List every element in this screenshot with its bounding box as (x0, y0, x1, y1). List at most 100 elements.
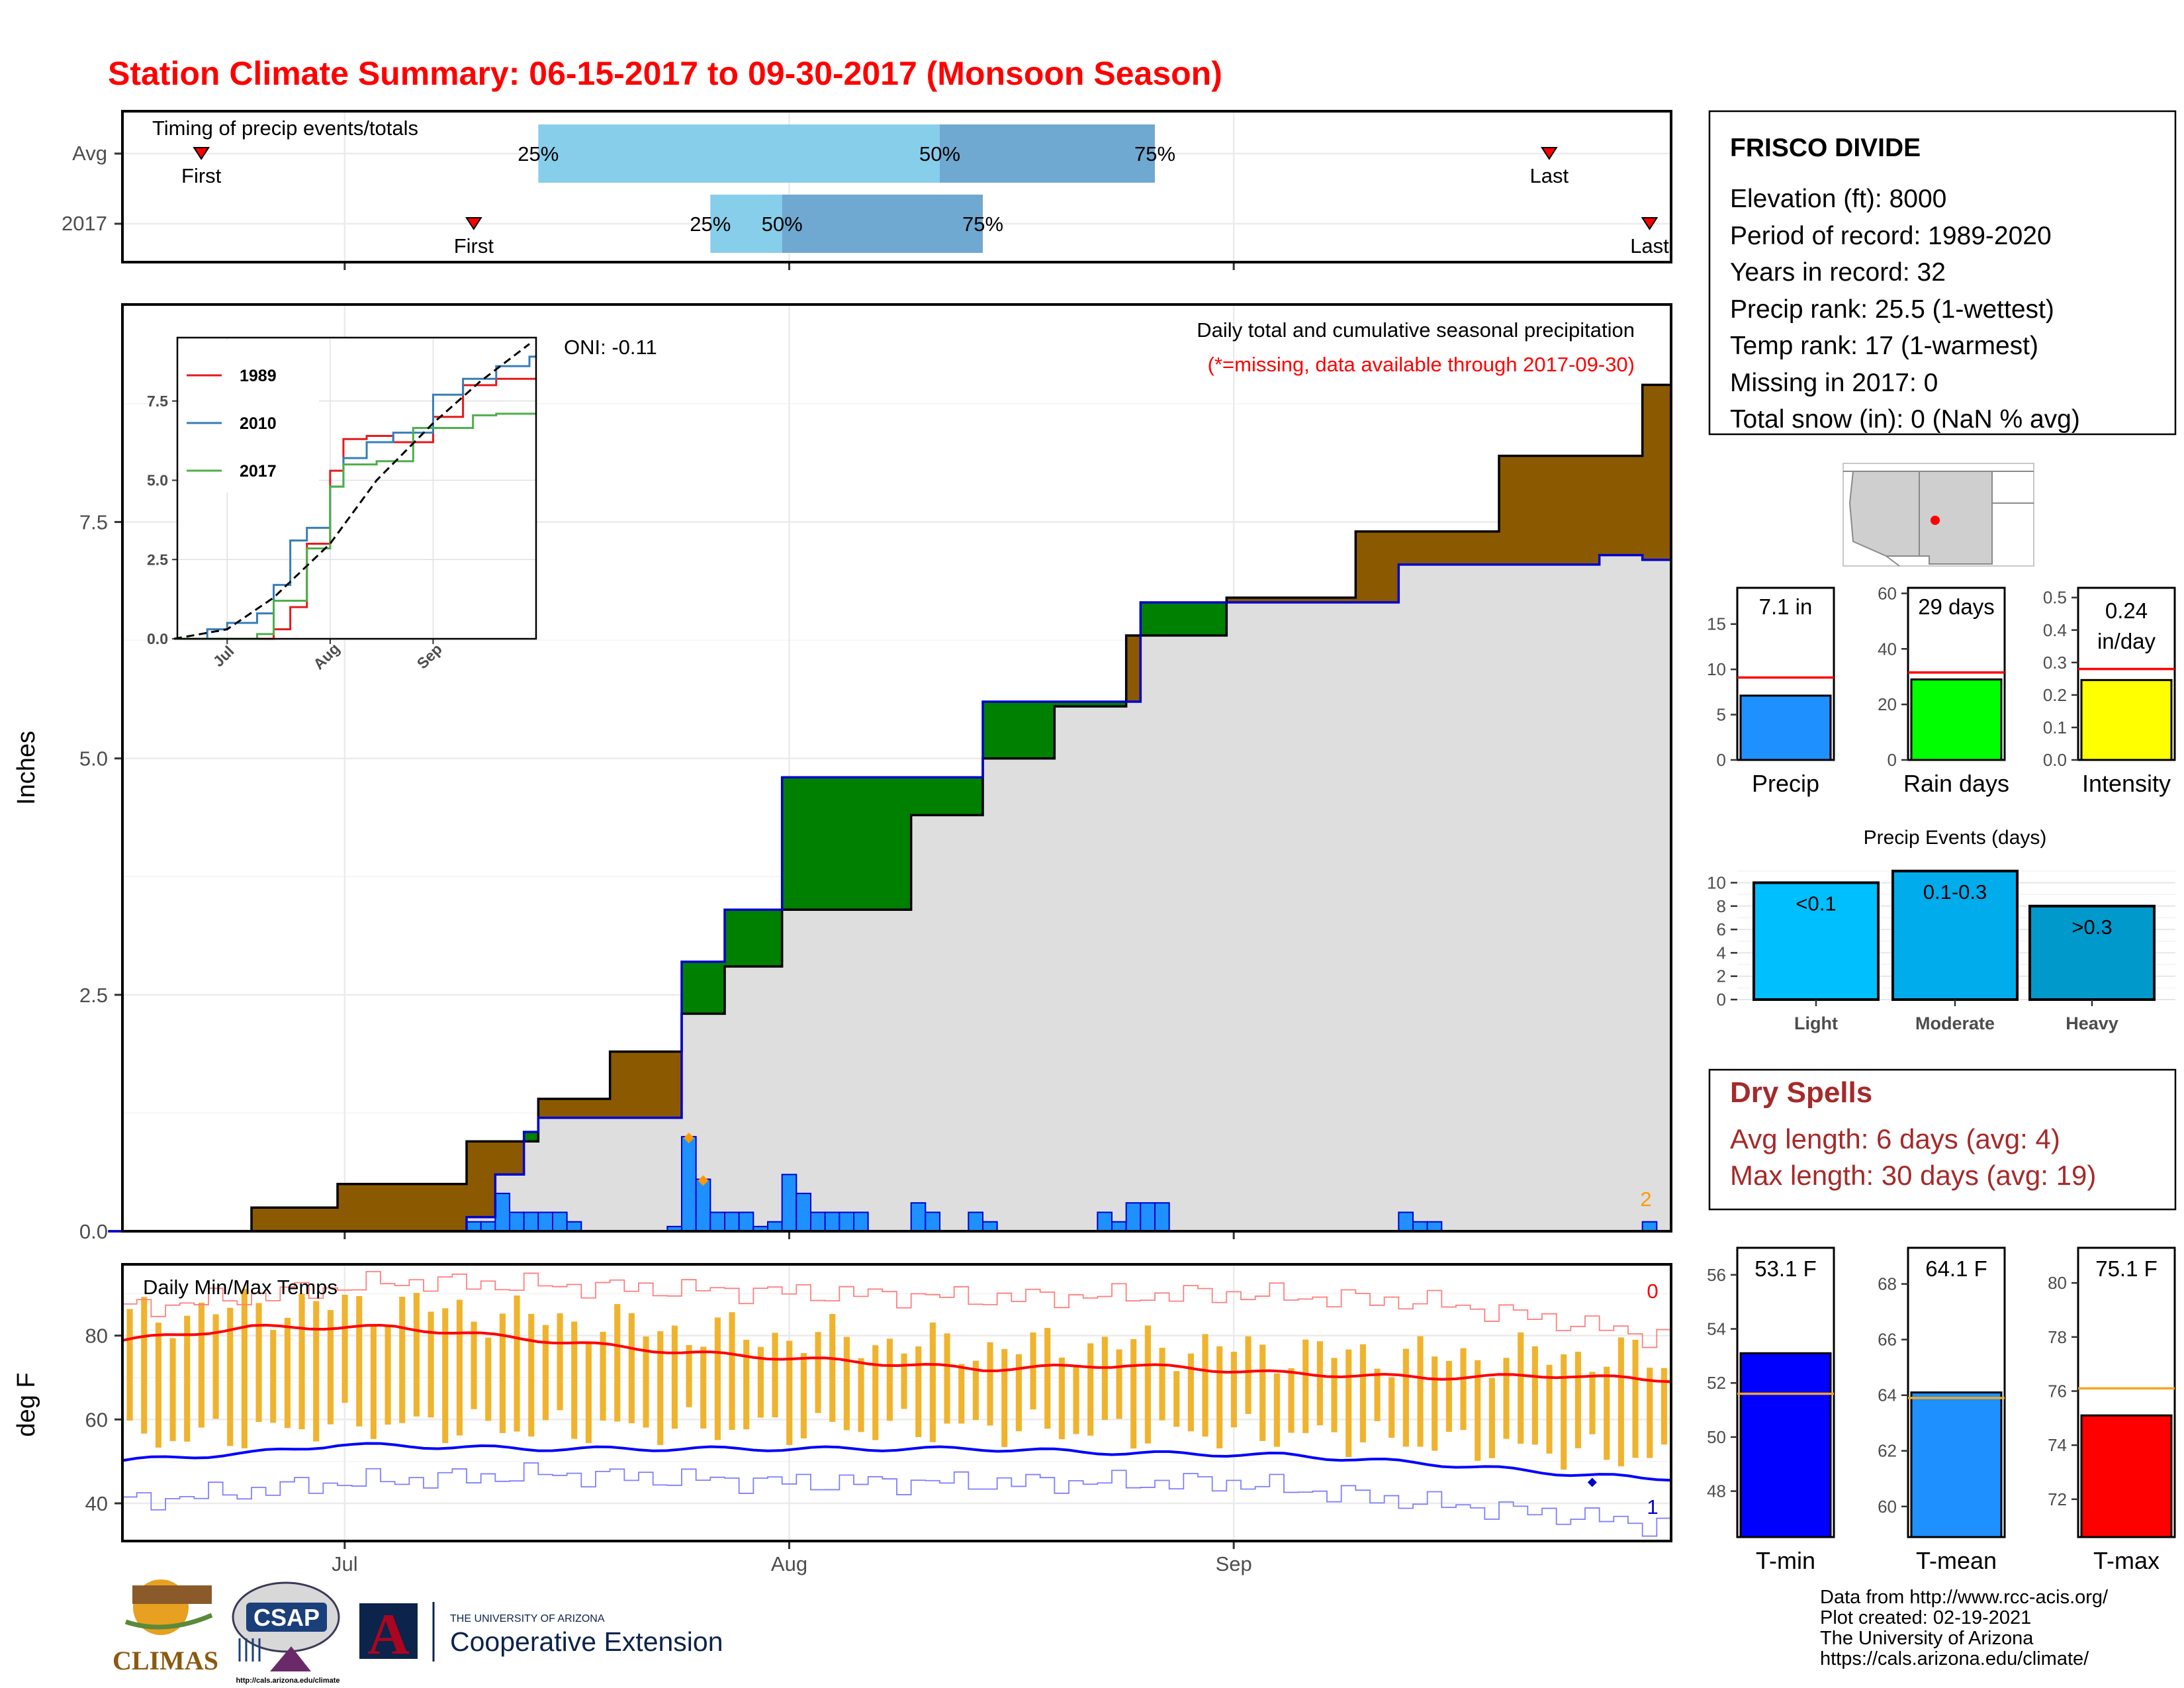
temp-summary-ytick-label: 74 (2048, 1435, 2067, 1455)
state-outline-arizona (1848, 471, 1920, 557)
daily-temp-range-bar (1015, 1354, 1022, 1432)
timing-label-last-2017: Last (1630, 234, 1669, 258)
timing-marker-first-2017 (465, 217, 482, 230)
daily-temp-range-bar (370, 1324, 377, 1439)
daily-temp-range-bar (944, 1333, 950, 1424)
precip-events-title: Precip Events (days) (1864, 827, 2047, 849)
summary-ytick-label: 20 (1878, 694, 1897, 714)
station-info-box: FRISCO DIVIDE Elevation (ft): 8000 Perio… (1708, 110, 2177, 436)
temp-summary-ytick-label: 50 (1707, 1427, 1726, 1447)
timing-label-25-2017: 25% (690, 212, 731, 236)
daily-precip-bar-08-02 (796, 1192, 812, 1233)
timing-label-first-2017: First (454, 234, 494, 258)
timing-panel-border (121, 110, 1672, 263)
daily-precip-bar-08-05 (839, 1211, 855, 1233)
daily-precip-bar-07-12 (494, 1192, 510, 1233)
daily-precip-bar-08-15 (982, 1221, 998, 1232)
daily-temp-range-bar (270, 1330, 277, 1423)
footer-line-plot-created: Plot created: 02-19-2021 (1820, 1607, 2031, 1628)
daily-temp-range-bar (1044, 1327, 1051, 1429)
month-axis: Jul Aug Sep (332, 1552, 1252, 1575)
temp-summary-ytick-label: 68 (1878, 1274, 1897, 1294)
temp-panel-title: Daily Min/Max Temps (143, 1276, 338, 1299)
daily-temp-range-bar (1589, 1372, 1596, 1434)
summary-bar-intensity (2080, 679, 2173, 761)
daily-temp-range-bar (169, 1338, 176, 1441)
daily-temp-range-bar (1617, 1337, 1624, 1467)
summary-ytick-label: 60 (1878, 583, 1897, 603)
month-axis-label-jul: Jul (332, 1552, 358, 1575)
daily-precip-bar-08-11 (925, 1211, 941, 1233)
precip-panel: 0.0 2.5 5.0 7.5 Daily total and cumulative … (13, 303, 1672, 1243)
summary-ytick-label: 0 (1888, 750, 1897, 770)
daily-precip-bar-07-13 (509, 1211, 525, 1233)
summary-bar-charts: 0 5 10 15 7.1 in Precip 0 20 40 60 29 days Rain day… (1707, 583, 2176, 797)
precip-ytick-label-2: 5.0 (79, 747, 108, 771)
timing-marks: 25% 50% 75% First Last 25% 50% 75% First Last (181, 124, 1669, 258)
station-line-years: Years in record: 32 (1730, 258, 1946, 287)
daily-temp-range-bar (1316, 1341, 1323, 1426)
summary-ytick-label: 40 (1878, 639, 1897, 659)
daily-temp-range-bar (614, 1303, 621, 1422)
daily-temp-range-bar (829, 1313, 836, 1422)
daily-temp-range-bar (313, 1301, 320, 1442)
temp-panel: 40 60 80 Daily Min/Max Temps 0 1 deg F (13, 1263, 1672, 1549)
daily-precip-bar-08-26 (1140, 1202, 1156, 1232)
daily-temp-range-bar (1417, 1336, 1424, 1447)
daily-temp-range-bar (1130, 1338, 1137, 1449)
precip-panel-header: Daily total and cumulative seasonal prec… (1197, 318, 1635, 342)
daily-temp-range-bar (886, 1338, 893, 1421)
deficit-band (1599, 455, 1643, 555)
daily-precip-bar-08-25 (1125, 1202, 1142, 1232)
footer-line-data-source: Data from http://www.rcc-acis.org/ (1820, 1587, 2109, 1608)
daily-temp-range-bar (528, 1313, 535, 1437)
daily-temp-range-bar (1503, 1358, 1510, 1439)
daily-precip-bar-07-10 (466, 1221, 482, 1232)
precip-y-axis-label: Inches (13, 731, 40, 805)
daily-temp-range-bar (657, 1331, 664, 1445)
summary-ytick-label: 10 (1707, 659, 1726, 679)
timing-label-75-Avg: 75% (1134, 142, 1175, 165)
timing-label-50-2017: 50% (762, 212, 803, 236)
temp-summary-bar-t-min (1739, 1352, 1832, 1538)
record-max-line (122, 1271, 1672, 1348)
dry-spells-border (1708, 1068, 2177, 1211)
ua-cooperative-extension-logo: A THE UNIVERSITY OF ARIZONA Cooperative … (359, 1602, 723, 1667)
daily-temp-range-bar (972, 1360, 979, 1421)
daily-precip-bar-07-29 (738, 1211, 754, 1233)
daily-temp-range-bar (485, 1337, 492, 1421)
daily-temp-range-bar (255, 1303, 262, 1423)
inset-legend-1989: 1989 (240, 367, 277, 385)
climas-swoosh-icon (124, 1613, 213, 1630)
temp-panel-border (121, 1263, 1672, 1542)
summary-value-label-rain-days: 29 days (1918, 594, 1995, 619)
daily-precip-bar-07-28 (724, 1211, 740, 1233)
summary-ytick-label: 0.2 (2043, 685, 2067, 705)
daily-temp-range-bar (686, 1345, 692, 1407)
precip-ytick-label-3: 7.5 (79, 511, 108, 534)
daily-temp-range-bar (843, 1336, 850, 1430)
precip-panel-subheader: (*=missing, data available through 2017-… (1208, 353, 1635, 376)
timing-label-first-Avg: First (181, 164, 222, 187)
inset-line-2017 (173, 412, 536, 640)
timing-label-last-Avg: Last (1530, 164, 1569, 187)
daily-temp-range-bar (385, 1326, 391, 1425)
temp-summary-ytick-label: 60 (1878, 1497, 1897, 1517)
daily-temp-range-bar (757, 1346, 764, 1418)
oni-label: ONI: -0.11 (564, 336, 657, 359)
daily-precip-bar-09-14 (1412, 1221, 1428, 1232)
station-line-elevation: Elevation (ft): 8000 (1730, 185, 1946, 213)
ua-name: THE UNIVERSITY OF ARIZONA (450, 1613, 605, 1624)
climas-land-icon (132, 1585, 212, 1604)
record-min-marker (1587, 1477, 1597, 1487)
daily-precip-bar-07-14 (523, 1211, 539, 1233)
csap-wordmark-bg (246, 1603, 327, 1632)
footer-line-url: https://cals.arizona.edu/climate/ (1820, 1648, 2089, 1669)
deficit-band (1398, 531, 1500, 565)
temp-y-axis-label: deg F (13, 1372, 40, 1436)
daily-temp-range-bar (1475, 1360, 1481, 1461)
deficit-band (667, 1051, 682, 1118)
deficit-band (495, 1141, 525, 1175)
